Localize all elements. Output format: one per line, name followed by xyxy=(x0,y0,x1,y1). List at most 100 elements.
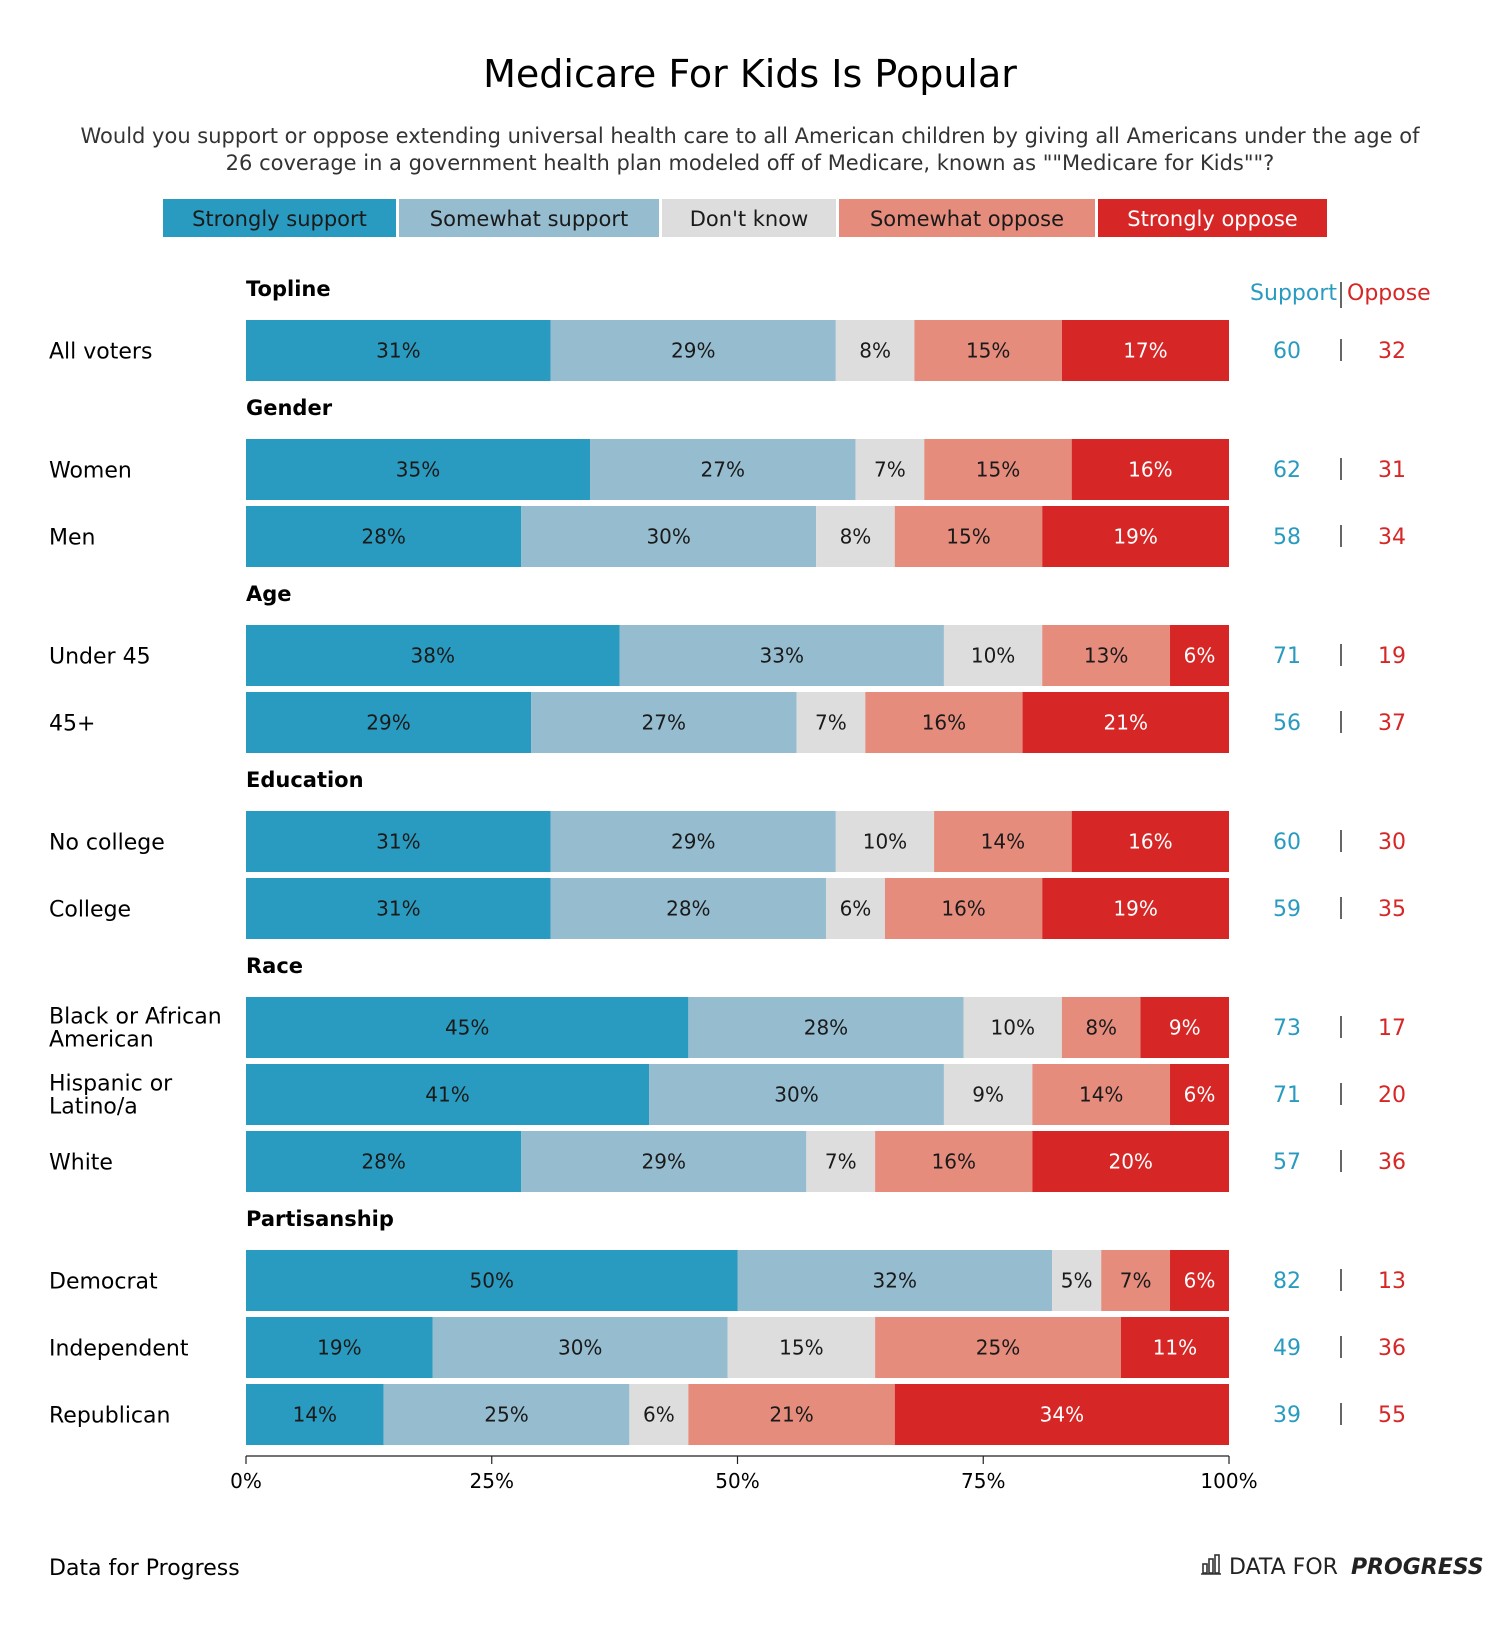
bar-segment-somewhat-support xyxy=(521,506,817,567)
bar-segment-somewhat-oppose xyxy=(875,1317,1121,1378)
bar-segment-strongly-support xyxy=(246,439,591,500)
segment-value-label: 30% xyxy=(774,1083,818,1107)
group-heading: Education xyxy=(246,768,364,792)
segment-value-label: 8% xyxy=(859,339,891,363)
row-label-line: Latino/a xyxy=(49,1095,138,1120)
net-support-value: 58 xyxy=(1273,525,1301,550)
segment-value-label: 9% xyxy=(972,1083,1004,1107)
bar-row: College 31% 28% 6% 16% 19% 59 35 xyxy=(49,878,1406,939)
net-oppose-value: 35 xyxy=(1378,897,1406,922)
segment-value-label: 10% xyxy=(991,1016,1035,1040)
bar-segment-somewhat-oppose xyxy=(884,878,1043,939)
net-oppose-value: 36 xyxy=(1378,1336,1406,1361)
bar-segment-dont-know xyxy=(963,997,1062,1058)
bar-segment-strongly-oppose xyxy=(1170,1064,1229,1125)
legend-label-strongly-oppose: Strongly oppose xyxy=(1127,207,1297,231)
segment-value-label: 41% xyxy=(425,1083,469,1107)
segment-value-label: 17% xyxy=(1123,339,1167,363)
x-axis-tick-label: 75% xyxy=(961,1469,1005,1493)
legend: Strongly support Somewhat support Don't kn… xyxy=(163,199,1327,237)
bar-segment-dont-know xyxy=(806,1131,876,1192)
row-label: Under 45 xyxy=(49,645,151,670)
segment-value-label: 15% xyxy=(946,525,990,549)
bar-segment-strongly-support xyxy=(246,1131,522,1192)
net-support-value: 82 xyxy=(1273,1269,1301,1294)
net-support-value: 73 xyxy=(1273,1016,1301,1041)
segment-value-label: 30% xyxy=(646,525,690,549)
bar-row: 45+ 29% 27% 7% 16% 21% 56 37 xyxy=(49,692,1406,753)
bar-segment-strongly-oppose xyxy=(1120,1317,1229,1378)
net-oppose-value: 55 xyxy=(1378,1403,1406,1428)
segment-value-label: 29% xyxy=(671,830,715,854)
net-oppose-value: 17 xyxy=(1378,1016,1406,1041)
bar-segment-strongly-support xyxy=(246,811,551,872)
net-support-value: 49 xyxy=(1273,1336,1301,1361)
row-label-line: Hispanic or xyxy=(49,1072,173,1097)
bar-segment-strongly-support xyxy=(246,878,551,939)
segment-value-label: 33% xyxy=(760,644,804,668)
bar-segment-somewhat-support xyxy=(619,625,944,686)
net-oppose-value: 31 xyxy=(1378,458,1406,483)
x-axis-tick-label: 50% xyxy=(715,1469,759,1493)
bar-segment-strongly-support xyxy=(246,625,620,686)
row-label: White xyxy=(49,1151,113,1176)
bar-segment-strongly-support xyxy=(246,692,532,753)
bar-segment-somewhat-oppose xyxy=(1042,625,1171,686)
segment-value-label: 16% xyxy=(1128,830,1172,854)
segment-value-label: 28% xyxy=(361,1150,405,1174)
bar-row: White 28% 29% 7% 16% 20% 57 36 xyxy=(49,1131,1406,1192)
segment-value-label: 16% xyxy=(941,897,985,921)
bar-segment-dont-know xyxy=(943,1064,1033,1125)
row-label: All voters xyxy=(49,340,152,365)
bar-segment-somewhat-oppose xyxy=(688,1384,895,1445)
bar-segment-somewhat-oppose xyxy=(1101,1250,1171,1311)
chart-title: Medicare For Kids Is Popular xyxy=(483,52,1017,96)
brand-text-plain: DATA FOR xyxy=(1229,1555,1338,1580)
segment-value-label: 21% xyxy=(1104,711,1148,735)
net-support-header: Support xyxy=(1250,281,1337,306)
bar-segment-dont-know xyxy=(1052,1250,1102,1311)
segment-value-label: 29% xyxy=(642,1150,686,1174)
bar-segment-somewhat-support xyxy=(550,811,836,872)
segment-value-label: 6% xyxy=(643,1403,675,1427)
net-support-value: 39 xyxy=(1273,1403,1301,1428)
bar-segment-dont-know xyxy=(629,1384,689,1445)
net-oppose-value: 19 xyxy=(1378,644,1406,669)
segment-value-label: 28% xyxy=(666,897,710,921)
net-oppose-value: 34 xyxy=(1378,525,1406,550)
bar-segment-somewhat-support xyxy=(550,878,826,939)
segment-value-label: 9% xyxy=(1169,1016,1201,1040)
footer-source: Data for Progress xyxy=(49,1556,240,1581)
segment-value-label: 5% xyxy=(1061,1269,1093,1293)
bar-segment-dont-know xyxy=(835,811,935,872)
bar-segment-somewhat-support xyxy=(649,1064,944,1125)
svg-text:DATA FOR PROGRESS: DATA FOR PROGRESS xyxy=(1229,1555,1484,1580)
legend-swatch-somewhat-oppose xyxy=(839,199,1095,237)
segment-value-label: 15% xyxy=(779,1336,823,1360)
bar-rows: Topline All voters 31% 29% 8% 15% 17% 60 32 Gende… xyxy=(49,277,1406,1445)
segment-value-label: 7% xyxy=(1120,1269,1152,1293)
bar-segment-dont-know xyxy=(943,625,1043,686)
segment-value-label: 25% xyxy=(976,1336,1020,1360)
bar-segment-strongly-support xyxy=(246,1064,650,1125)
bar-segment-dont-know xyxy=(855,439,925,500)
net-support-value: 62 xyxy=(1273,458,1301,483)
row-label: Independent xyxy=(49,1337,189,1362)
net-oppose-value: 20 xyxy=(1378,1083,1406,1108)
net-support-value: 57 xyxy=(1273,1150,1301,1175)
segment-value-label: 45% xyxy=(445,1016,489,1040)
net-support-value: 71 xyxy=(1273,1083,1301,1108)
bar-segment-somewhat-support xyxy=(432,1317,728,1378)
segment-value-label: 34% xyxy=(1040,1403,1084,1427)
bar-segment-somewhat-support xyxy=(737,1250,1053,1311)
bar-segment-strongly-support xyxy=(246,320,551,381)
bar-segment-somewhat-support xyxy=(688,997,964,1058)
subtitle-line-2: 26 coverage in a government health plan … xyxy=(226,151,1275,175)
segment-value-label: 11% xyxy=(1153,1336,1197,1360)
bar-segment-strongly-oppose xyxy=(1170,625,1229,686)
bar-row: Under 45 38% 33% 10% 13% 6% 71 19 xyxy=(49,625,1406,686)
bar-segment-strongly-oppose xyxy=(1032,1131,1229,1192)
bar-segment-strongly-support xyxy=(246,1384,384,1445)
x-axis-tick-label: 0% xyxy=(230,1469,262,1493)
